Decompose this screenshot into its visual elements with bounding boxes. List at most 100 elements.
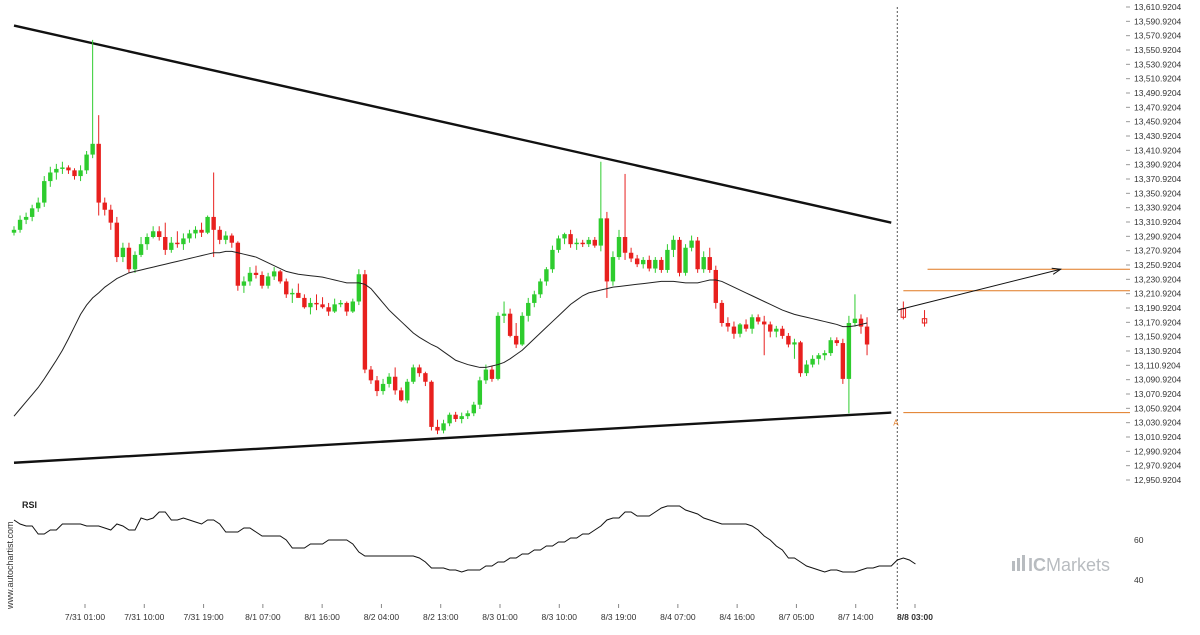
candle-body[interactable] [653, 259, 658, 269]
candle-body[interactable] [247, 272, 253, 282]
candle-body[interactable] [846, 322, 852, 379]
candle-body[interactable] [108, 209, 113, 223]
candle-body[interactable] [362, 274, 368, 370]
candle-body[interactable] [622, 236, 628, 253]
candle-body[interactable] [713, 269, 718, 303]
candle-body[interactable] [29, 208, 35, 217]
candle-body[interactable] [332, 304, 337, 312]
candle-body[interactable] [150, 231, 156, 237]
candle-body[interactable] [477, 380, 483, 405]
candle-body[interactable] [768, 324, 773, 332]
candle-body[interactable] [296, 292, 301, 298]
candle-body[interactable] [822, 353, 827, 356]
candle-body[interactable] [556, 238, 561, 250]
candle-body[interactable] [683, 247, 688, 273]
candle-body[interactable] [368, 369, 374, 381]
candle-body[interactable] [743, 324, 749, 329]
candle-body[interactable] [586, 239, 591, 245]
candle-body[interactable] [616, 236, 622, 258]
candle-body[interactable] [719, 302, 725, 323]
candle-body[interactable] [852, 318, 858, 323]
candle-body[interactable] [441, 423, 446, 431]
candle-body[interactable] [429, 381, 434, 427]
candle-body[interactable] [90, 143, 95, 155]
candle-body[interactable] [538, 281, 543, 295]
candle-body[interactable] [780, 328, 785, 336]
candle-body[interactable] [308, 302, 313, 308]
candle-body[interactable] [544, 269, 549, 282]
candle-body[interactable] [562, 234, 567, 239]
candle-body[interactable] [223, 235, 228, 240]
candle-body[interactable] [689, 240, 694, 248]
candle-body[interactable] [17, 219, 23, 230]
candle-body[interactable] [23, 216, 29, 220]
candle-body[interactable] [253, 272, 259, 275]
candle-body[interactable] [265, 276, 271, 286]
candle-body[interactable] [695, 240, 700, 270]
candle-body[interactable] [405, 381, 410, 401]
candle-body[interactable] [489, 369, 495, 379]
candle-body[interactable] [380, 383, 386, 392]
candle-body[interactable] [816, 355, 821, 359]
candle-body[interactable] [507, 313, 513, 336]
candle-body[interactable] [290, 292, 295, 295]
candle-body[interactable] [374, 380, 380, 392]
candle-body[interactable] [495, 315, 501, 379]
candle-body[interactable] [48, 172, 53, 182]
candle-body[interactable] [229, 235, 234, 243]
candle-body[interactable] [840, 343, 846, 379]
candle-body[interactable] [459, 416, 464, 420]
candle-body[interactable] [163, 236, 168, 250]
candle-body[interactable] [520, 315, 525, 345]
candle-body[interactable] [314, 302, 319, 305]
candle-body[interactable] [792, 342, 797, 345]
candle-body[interactable] [169, 242, 174, 250]
candle-body[interactable] [737, 324, 743, 334]
candle-body[interactable] [211, 216, 216, 230]
candle-body[interactable] [205, 216, 210, 233]
candle-body[interactable] [84, 154, 89, 171]
candle-body[interactable] [749, 317, 755, 329]
candle-body[interactable] [550, 249, 555, 270]
candle-body[interactable] [241, 281, 247, 286]
candle-body[interactable] [592, 239, 597, 246]
candle-body[interactable] [175, 242, 180, 245]
candle-body[interactable] [647, 259, 652, 269]
candle-body[interactable] [755, 317, 761, 322]
candle-body[interactable] [120, 247, 126, 258]
candle-body[interactable] [302, 297, 307, 308]
candle-body[interactable] [435, 426, 440, 431]
candle-layer[interactable] [11, 39, 928, 435]
candle-body[interactable] [471, 404, 476, 414]
candle-body[interactable] [54, 168, 59, 173]
candle-body[interactable] [677, 239, 682, 273]
candle-body[interactable] [834, 340, 839, 344]
candle-body[interactable] [568, 234, 573, 245]
candle-body[interactable] [774, 328, 779, 332]
candle-body[interactable] [526, 302, 531, 316]
candle-body[interactable] [271, 271, 277, 277]
candle-body[interactable] [858, 318, 864, 327]
candle-body[interactable] [707, 257, 712, 270]
candle-body[interactable] [181, 238, 186, 245]
candle-body[interactable] [798, 342, 803, 374]
candle-body[interactable] [344, 302, 349, 312]
candle-body[interactable] [483, 369, 489, 381]
candle-body[interactable] [350, 301, 355, 312]
candle-body[interactable] [417, 367, 422, 374]
candle-body[interactable] [114, 222, 120, 258]
candle-body[interactable] [278, 271, 283, 282]
candle-body[interactable] [60, 167, 65, 169]
candle-body[interactable] [671, 239, 676, 250]
candle-body[interactable] [96, 143, 101, 203]
candle-body[interactable] [532, 294, 537, 303]
candle-body[interactable] [78, 170, 83, 177]
candle-body[interactable] [828, 340, 833, 354]
candle-body[interactable] [864, 326, 870, 345]
candle-body[interactable] [580, 242, 585, 245]
candle-body[interactable] [453, 414, 458, 420]
candle-body[interactable] [465, 413, 470, 417]
candle-body[interactable] [501, 313, 507, 316]
candle-body[interactable] [11, 229, 17, 233]
